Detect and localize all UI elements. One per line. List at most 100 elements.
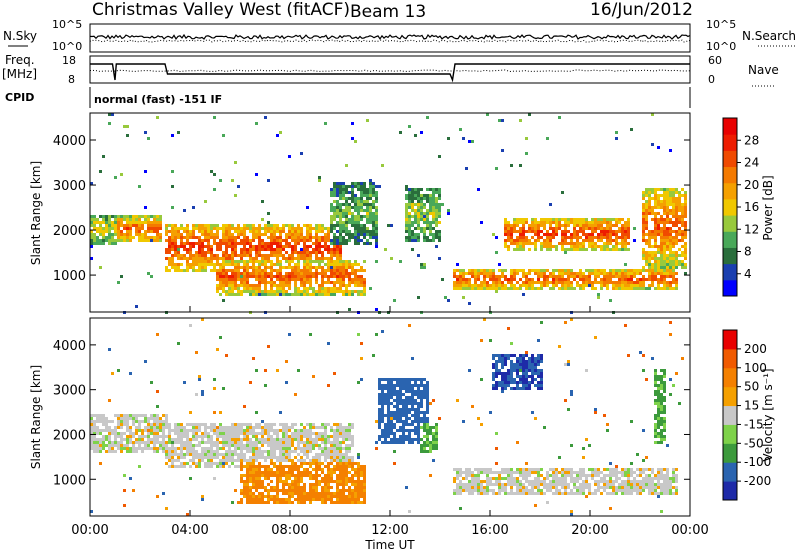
velocity-cell bbox=[474, 477, 477, 480]
power-cell bbox=[90, 233, 93, 236]
velocity-cell bbox=[255, 435, 258, 438]
power-cell bbox=[474, 281, 477, 284]
power-cell bbox=[627, 284, 630, 287]
velocity-cell bbox=[312, 438, 315, 441]
velocity-cell bbox=[93, 432, 96, 435]
velocity-cell bbox=[324, 465, 327, 468]
power-cell bbox=[201, 245, 204, 248]
velocity-cell bbox=[240, 489, 243, 492]
velocity-cell bbox=[282, 447, 285, 450]
power-cell bbox=[333, 275, 336, 278]
velocity-cell bbox=[123, 444, 126, 447]
power-cell bbox=[651, 209, 654, 212]
power-cell bbox=[123, 215, 126, 218]
velocity-cell bbox=[363, 480, 366, 483]
power-cell bbox=[669, 272, 672, 275]
power-cell bbox=[315, 233, 318, 236]
power-cell bbox=[657, 146, 660, 149]
velocity-cell bbox=[420, 438, 423, 441]
power-cell bbox=[645, 191, 648, 194]
velocity-cell bbox=[312, 468, 315, 471]
power-cell bbox=[177, 254, 180, 257]
velocity-cell bbox=[282, 456, 285, 459]
power-cell bbox=[663, 209, 666, 212]
velocity-cell bbox=[276, 444, 279, 447]
power-cell bbox=[192, 230, 195, 233]
velocity-cell bbox=[135, 426, 138, 429]
power-cell bbox=[306, 281, 309, 284]
velocity-cell bbox=[426, 408, 429, 411]
velocity-cell bbox=[252, 465, 255, 468]
velocity-cell bbox=[153, 414, 156, 417]
power-cell bbox=[633, 269, 636, 272]
power-cell bbox=[336, 230, 339, 233]
velocity-cell bbox=[468, 369, 471, 372]
velocity-cell bbox=[258, 423, 261, 426]
velocity-cell bbox=[231, 453, 234, 456]
power-colorbar-tick-label: 20 bbox=[744, 178, 759, 192]
power-cell bbox=[645, 200, 648, 203]
velocity-cell bbox=[348, 477, 351, 480]
velocity-cell bbox=[195, 444, 198, 447]
power-cell bbox=[414, 215, 417, 218]
velocity-cell bbox=[306, 438, 309, 441]
velocity-cell bbox=[252, 483, 255, 486]
power-cell bbox=[135, 230, 138, 233]
power-cell bbox=[93, 233, 96, 236]
power-cell bbox=[675, 242, 678, 245]
power-cell bbox=[180, 227, 183, 230]
velocity-cell bbox=[306, 429, 309, 432]
velocity-cell bbox=[237, 465, 240, 468]
power-cell bbox=[606, 245, 609, 248]
velocity-cell bbox=[351, 441, 354, 444]
velocity-cell bbox=[300, 435, 303, 438]
velocity-cell bbox=[156, 450, 159, 453]
velocity-cell bbox=[288, 465, 291, 468]
power-cell bbox=[666, 239, 669, 242]
power-cell bbox=[588, 224, 591, 227]
velocity-cell bbox=[429, 432, 432, 435]
velocity-cell bbox=[288, 471, 291, 474]
velocity-cell bbox=[351, 480, 354, 483]
velocity-cell bbox=[423, 447, 426, 450]
power-cell bbox=[234, 272, 237, 275]
power-cell bbox=[213, 236, 216, 239]
velocity-cell bbox=[474, 480, 477, 483]
velocity-cell bbox=[426, 417, 429, 420]
power-cell bbox=[165, 233, 168, 236]
velocity-cell bbox=[264, 477, 267, 480]
velocity-cell bbox=[207, 453, 210, 456]
power-cell bbox=[345, 191, 348, 194]
power-cell bbox=[651, 212, 654, 215]
power-cell bbox=[93, 215, 96, 218]
velocity-cell bbox=[300, 480, 303, 483]
power-cell bbox=[582, 245, 585, 248]
velocity-cell bbox=[243, 465, 246, 468]
power-cell bbox=[192, 257, 195, 260]
velocity-cell bbox=[255, 474, 258, 477]
velocity-cell bbox=[120, 441, 123, 444]
power-cell bbox=[558, 275, 561, 278]
power-cell bbox=[657, 227, 660, 230]
velocity-cell bbox=[213, 423, 216, 426]
power-cell bbox=[681, 221, 684, 224]
velocity-cell bbox=[330, 501, 333, 504]
power-cell bbox=[510, 281, 513, 284]
power-cell bbox=[414, 212, 417, 215]
velocity-cell bbox=[135, 417, 138, 420]
velocity-cell bbox=[321, 432, 324, 435]
velocity-cell bbox=[252, 429, 255, 432]
velocity-cell bbox=[396, 399, 399, 402]
power-cell bbox=[165, 227, 168, 230]
power-cell bbox=[189, 230, 192, 233]
power-cell bbox=[276, 236, 279, 239]
power-cell bbox=[327, 278, 330, 281]
velocity-cell bbox=[363, 498, 366, 501]
power-cell bbox=[522, 272, 525, 275]
power-cell bbox=[534, 272, 537, 275]
power-cell bbox=[684, 245, 687, 248]
power-cell bbox=[219, 245, 222, 248]
velocity-cell bbox=[294, 462, 297, 465]
power-cell bbox=[222, 266, 225, 269]
power-cell bbox=[279, 269, 282, 272]
